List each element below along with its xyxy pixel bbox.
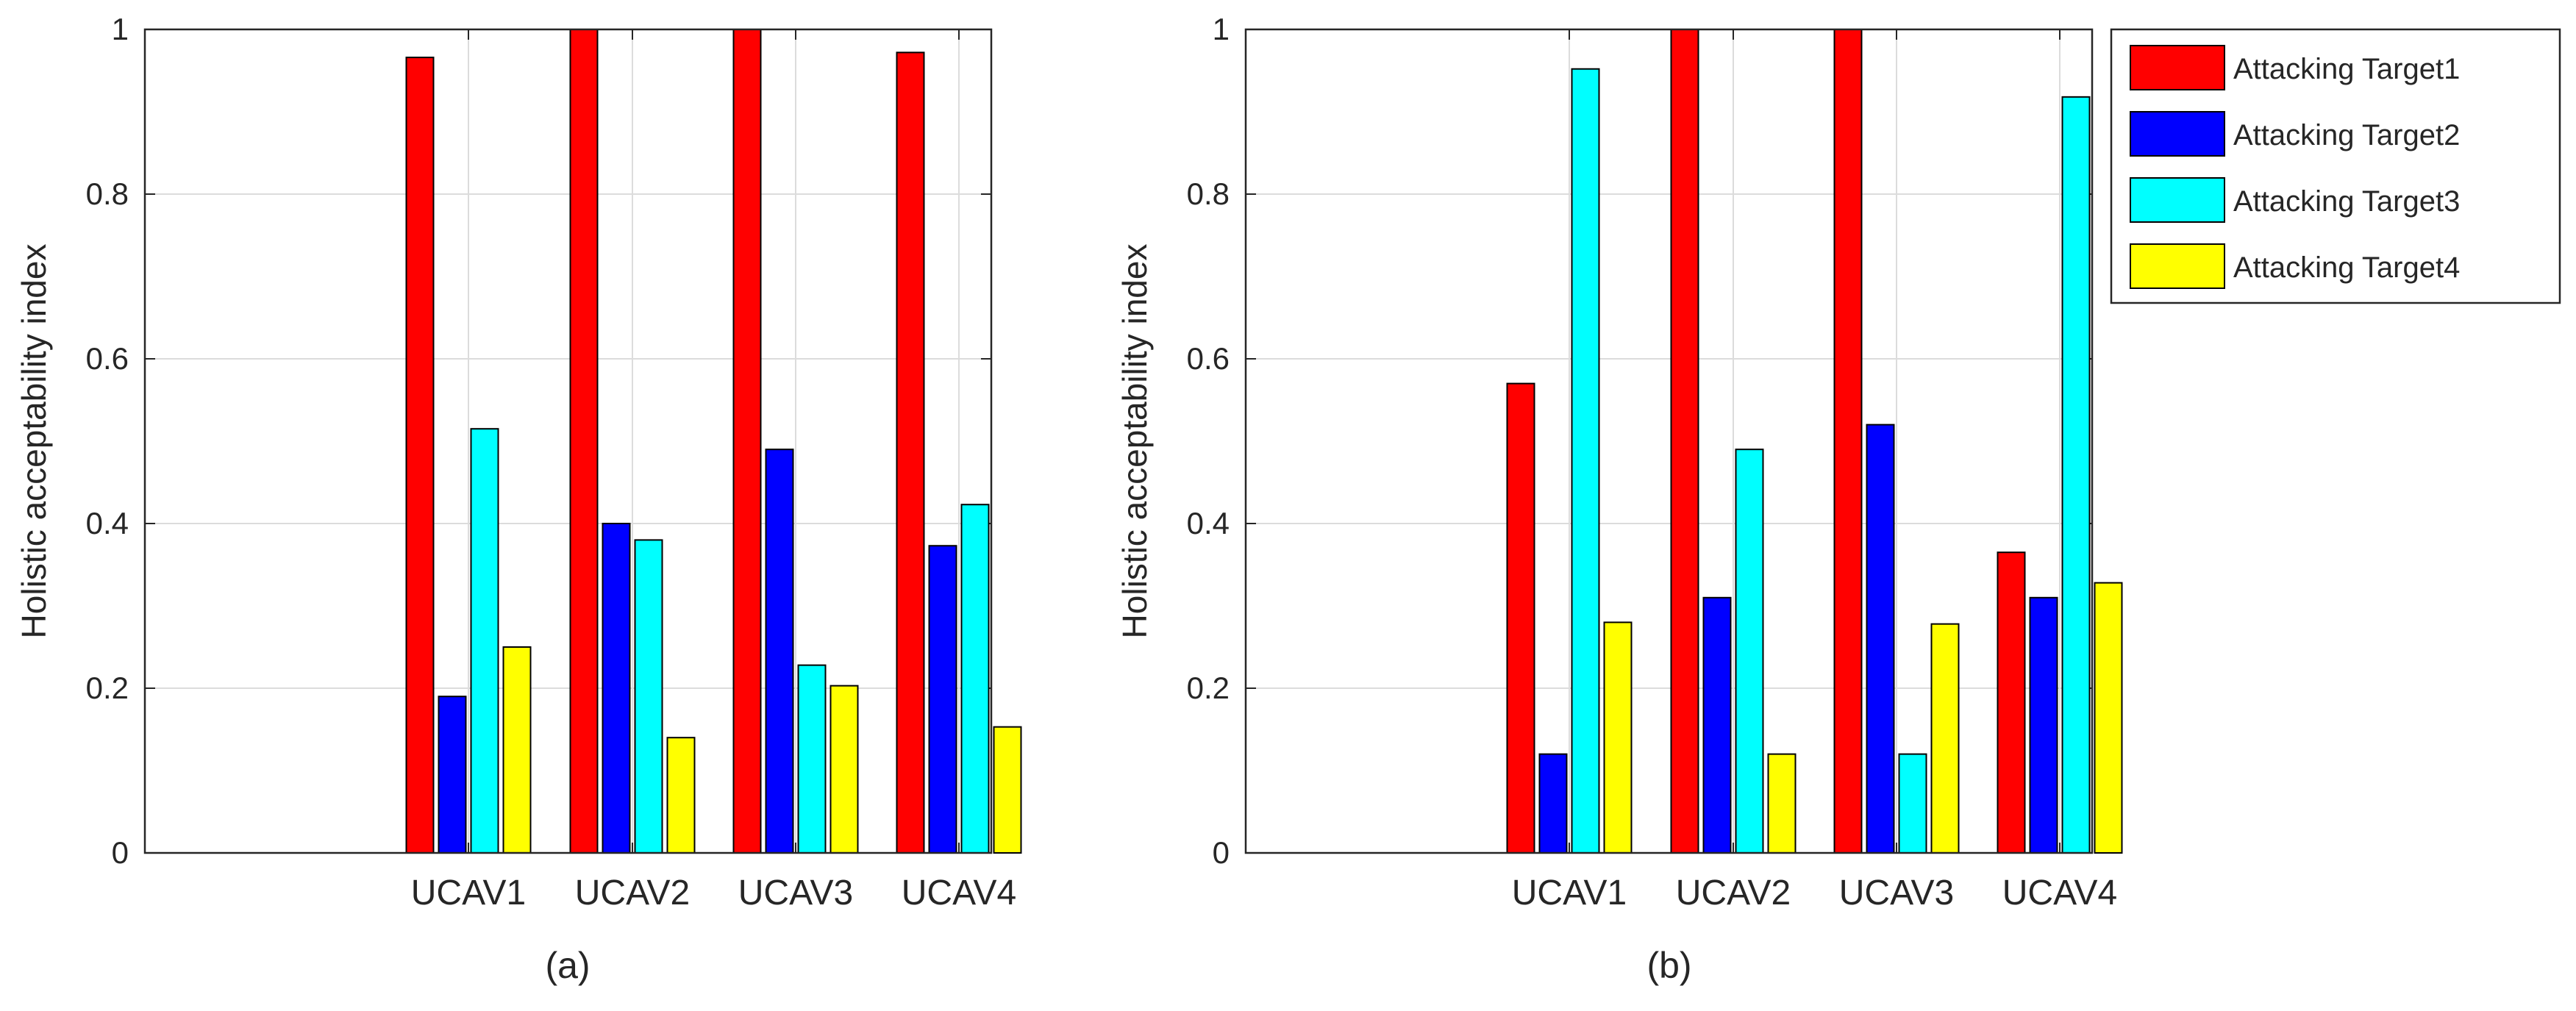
panel-b-ytick-label: 0 [1213, 835, 1230, 870]
panel-a-bar [569, 29, 599, 854]
panel-b-y-axis-label: Holistic acceptability index [1116, 244, 1154, 639]
legend-entry-label: Attacking Target1 [2233, 53, 2460, 85]
panel-b-bar [1997, 551, 2026, 854]
panel-b-bar [2061, 96, 2091, 854]
panel-a-bar [438, 696, 467, 854]
legend-entry-label: Attacking Target2 [2233, 119, 2460, 151]
panel-b-bar [1833, 29, 1863, 854]
panel-a-ytick-label: 0.2 [86, 671, 129, 705]
panel-b-bar [1767, 753, 1797, 854]
panel-a-xtick-label: UCAV3 [738, 874, 854, 912]
panel-b-xtick-label: UCAV2 [1676, 874, 1791, 912]
panel-a-xtick-label: UCAV1 [411, 874, 527, 912]
panel-b-bar [1702, 596, 1732, 854]
panel-a-ytick-label: 1 [112, 12, 129, 46]
panel-a-xtick-label: UCAV4 [902, 874, 1017, 912]
panel-b-bar [1866, 424, 1895, 854]
panel-b-ytick-label: 1 [1213, 12, 1230, 46]
panel-a-caption: (a) [545, 945, 590, 986]
panel-a-bar [405, 57, 435, 854]
panel-a-bar [502, 646, 532, 854]
panel-b-xtick-label: UCAV3 [1839, 874, 1955, 912]
panel-b-ytick-label: 0.8 [1187, 176, 1230, 211]
panel-b-ytick-label: 0.4 [1187, 506, 1230, 540]
panel-b-bar [2094, 582, 2123, 854]
panel-b-bar [1898, 753, 1927, 854]
panel-a-bar [829, 685, 859, 854]
panel-a-bar [993, 726, 1022, 854]
legend-entry-label: Attacking Target3 [2233, 185, 2460, 218]
panel-b-bar [1571, 68, 1600, 854]
panel-a-ytick-label: 0 [112, 835, 129, 870]
panel-a-bar [765, 449, 794, 854]
panel-a-bar [602, 523, 631, 854]
panel-a-bar [797, 664, 827, 854]
panel-b-bar [1506, 382, 1535, 854]
panel-a-axes-box [143, 28, 993, 854]
panel-b-bar [1735, 449, 1764, 854]
panel-a-y-axis-label: Holistic acceptability index [15, 244, 53, 639]
panel-b-ytick-label: 0.6 [1187, 341, 1230, 376]
legend-swatch [2130, 243, 2225, 289]
panel-a-bar [666, 737, 696, 854]
panel-a-xtick-label: UCAV2 [575, 874, 691, 912]
panel-a-bar [732, 29, 762, 854]
panel-b-xtick-label: UCAV1 [1512, 874, 1627, 912]
panel-a-ytick-label: 0.6 [86, 341, 129, 376]
panel-a-ytick-label: 0.4 [86, 506, 129, 540]
panel-a-ytick-label: 0.8 [86, 176, 129, 211]
panel-a-bar [896, 51, 925, 854]
legend-swatch [2130, 45, 2225, 90]
panel-b-ytick-label: 0.2 [1187, 671, 1230, 705]
panel-b-axes-box [1244, 28, 2094, 854]
panel-b-bar [1670, 29, 1699, 854]
legend-entry-label: Attacking Target4 [2233, 251, 2460, 284]
panel-b-plot-area [1246, 29, 2092, 853]
legend-swatch [2130, 177, 2225, 223]
panel-b-caption: (b) [1646, 945, 1691, 986]
panel-b-bar [1603, 621, 1633, 854]
panel-b-bar [1930, 623, 1960, 854]
panel-b-bar [2029, 596, 2058, 854]
panel-b-xtick-label: UCAV4 [2002, 874, 2118, 912]
legend-swatch [2130, 111, 2225, 157]
panel-a-bar [960, 504, 990, 854]
panel-a-bar [928, 545, 957, 854]
panel-a-plot-area [145, 29, 991, 853]
panel-a-bar [634, 539, 663, 854]
panel-a-bar [470, 428, 499, 854]
panel-b-bar [1538, 753, 1568, 854]
